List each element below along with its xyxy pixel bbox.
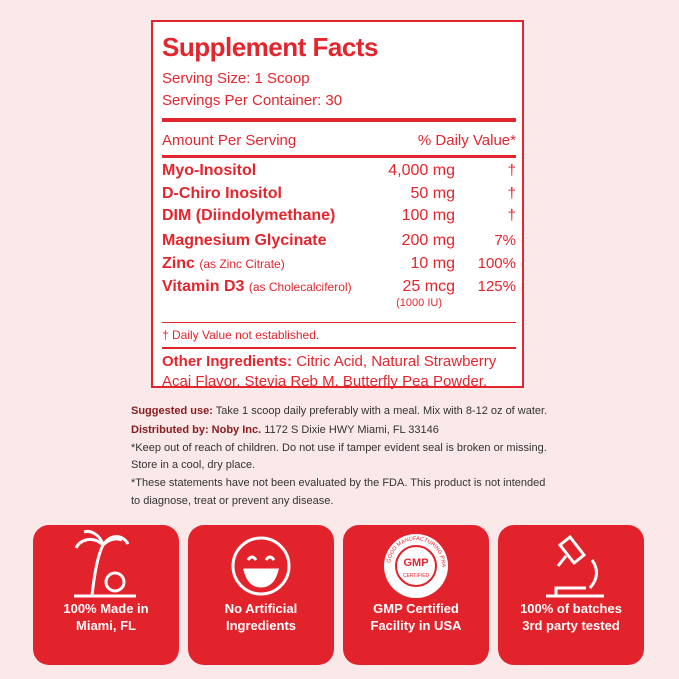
note-text: Store in a cool, dry place.: [131, 459, 256, 471]
amount: 10 mg: [410, 255, 455, 272]
nutrient-name: Magnesium Glycinate: [162, 232, 327, 249]
title: Supplement Facts: [162, 32, 378, 62]
daily-value: †: [507, 185, 516, 202]
nutrient-name: Zinc: [162, 255, 195, 272]
other-line: Citric Acid, Natural Strawberry: [296, 353, 497, 370]
daily-value: †: [507, 207, 516, 224]
badge-text: 100% Made in: [63, 601, 149, 616]
servings: Servings Per Container: 30: [162, 92, 343, 109]
note-text: *Keep out of reach of children. Do not u…: [131, 442, 547, 454]
badge-text: Ingredients: [225, 618, 297, 633]
other-ingredients: Other Ingredients: Citric Acid, Natural …: [162, 352, 496, 392]
daily-value: 125%: [477, 278, 516, 295]
other-line: Acai Flavor, Stevia Reb M, Butterfly Pea…: [162, 373, 488, 390]
nutrient: DIM (Diindolymethane): [162, 207, 335, 225]
nutrient: Vitamin D3 (as Cholecalciferol): [162, 278, 352, 296]
nutrient: Magnesium Glycinate: [162, 232, 327, 250]
badge: GMP Certified Facility in USA: [343, 525, 489, 665]
nutrient-note: (as Zinc Citrate): [199, 257, 285, 271]
nutrient: Myo-Inositol: [162, 162, 256, 180]
amount: 100 mg: [401, 207, 455, 224]
nutrient-note: (as Cholecalciferol): [248, 280, 352, 294]
rule: [162, 118, 516, 122]
daily-value: 100%: [477, 255, 516, 272]
badge-text: GMP Certified: [373, 601, 459, 616]
note-line: Suggested use: Take 1 scoop daily prefer…: [131, 405, 547, 417]
amount: 4,000 mg: [388, 162, 455, 179]
amount: 200 mg: [401, 232, 455, 249]
rule: [162, 155, 516, 158]
header-left: Amount Per Serving: [162, 132, 297, 149]
nutrient: D-Chiro Inositol: [162, 185, 282, 203]
note-text: *These statements have not been evaluate…: [131, 477, 546, 489]
badge-text: 100% of batches: [520, 601, 622, 616]
rule: [162, 322, 516, 323]
badge: 100% of batches 3rd party tested: [498, 525, 644, 665]
amount: 50 mg: [410, 185, 455, 202]
note-line: Store in a cool, dry place.: [131, 459, 255, 471]
nutrient-name: D-Chiro Inositol: [162, 185, 282, 202]
note-line: *These statements have not been evaluate…: [131, 477, 545, 489]
daily-value: 7%: [494, 232, 516, 249]
badge: No Artificial Ingredients: [188, 525, 334, 665]
note-text: 1172 S Dixie HWY Miami, FL 33146: [264, 424, 439, 436]
nutrient: Zinc (as Zinc Citrate): [162, 255, 285, 273]
note-text: to diagnose, treat or prevent any diseas…: [131, 495, 334, 507]
note-line: *Keep out of reach of children. Do not u…: [131, 442, 547, 454]
note-text: Take 1 scoop daily preferably with a mea…: [215, 405, 548, 417]
amount: 25 mcg: [402, 278, 455, 295]
nutrient-name: Vitamin D3: [162, 278, 245, 295]
nutrient-name: DIM (Diindolymethane): [162, 207, 336, 224]
note-label: Distributed by: Noby Inc.: [131, 424, 262, 436]
badge-text: Miami, FL: [76, 618, 136, 633]
daily-value: †: [507, 162, 516, 179]
other-label: Other Ingredients:: [162, 353, 293, 370]
note-line: Distributed by: Noby Inc. 1172 S Dixie H…: [131, 424, 439, 436]
footnote: † Daily Value not established.: [162, 328, 320, 342]
supplement-facts: Supplement Facts Serving Size: 1 Scoop S…: [151, 20, 524, 390]
badge: 100% Made in Miami, FL: [33, 525, 179, 665]
note-label: Suggested use:: [131, 405, 213, 417]
badge-text: 3rd party tested: [522, 618, 620, 633]
amount-sub: (1000 IU): [396, 297, 442, 309]
rule: [162, 347, 516, 349]
nutrient-name: Myo-Inositol: [162, 162, 257, 179]
serving-size: Serving Size: 1 Scoop: [162, 70, 310, 87]
header-right: % Daily Value*: [417, 132, 516, 149]
badge-text: No Artificial: [224, 601, 298, 616]
note-line: to diagnose, treat or prevent any diseas…: [131, 495, 333, 507]
badge-text: Facility in USA: [370, 618, 462, 633]
